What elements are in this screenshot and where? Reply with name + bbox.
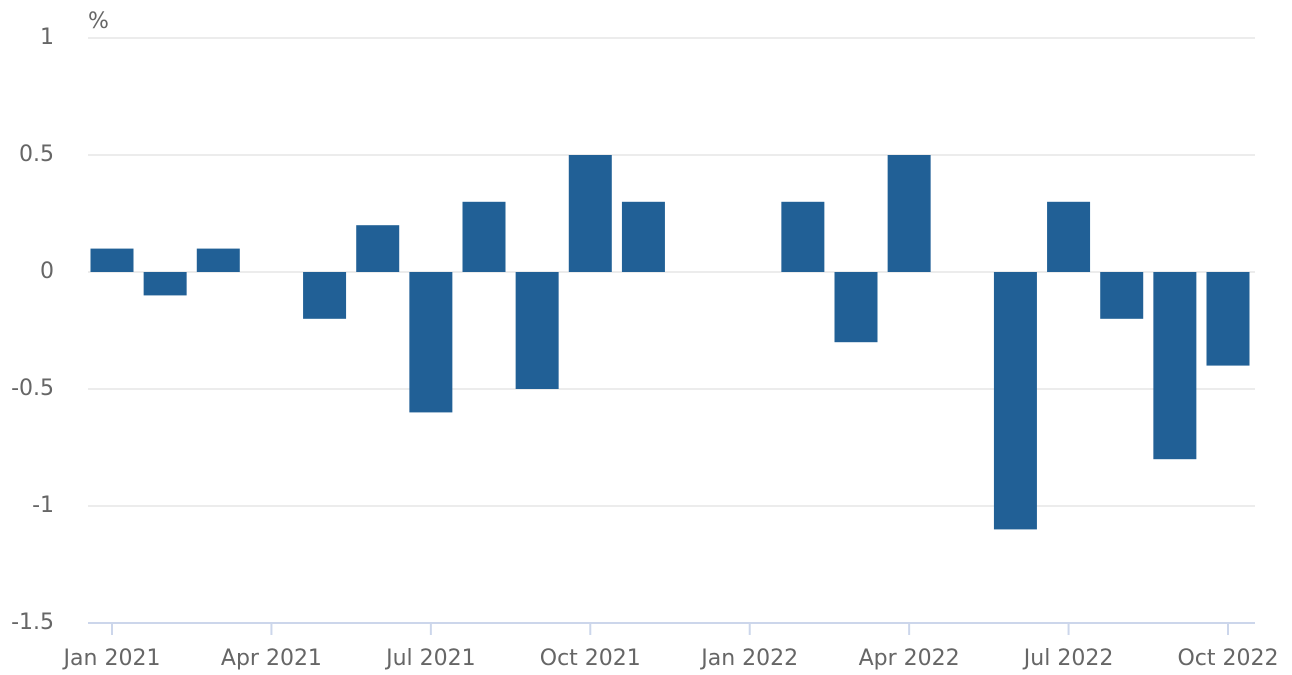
x-tick-label: Oct 2022 (1177, 646, 1278, 671)
y-tick-label: 0.5 (19, 142, 54, 167)
bar (834, 272, 878, 343)
x-tick-label: Oct 2021 (540, 646, 641, 671)
x-tick-label: Apr 2022 (859, 646, 960, 671)
y-tick-label: 0 (40, 259, 54, 284)
bar (1153, 272, 1197, 460)
y-tick-label: -1.5 (11, 610, 54, 635)
bar (568, 155, 612, 272)
bar (781, 201, 825, 272)
bar (993, 272, 1037, 530)
bar (303, 272, 347, 319)
bar (1047, 201, 1091, 272)
bar (515, 272, 559, 389)
y-tick-label: -0.5 (11, 376, 54, 401)
bar (356, 225, 400, 272)
bar (1206, 272, 1250, 366)
bar (1100, 272, 1144, 319)
bar (409, 272, 453, 413)
bar (462, 201, 506, 272)
y-tick-label: 1 (40, 25, 54, 50)
y-axis-label: % (88, 9, 109, 34)
x-tick-label: Jan 2021 (62, 646, 161, 671)
bar (143, 272, 187, 296)
bar (621, 201, 665, 272)
bar (887, 155, 931, 272)
x-tick-label: Jul 2021 (384, 646, 476, 671)
bar (196, 248, 240, 272)
bar (90, 248, 134, 272)
x-tick-label: Jan 2022 (699, 646, 798, 671)
x-tick-label: Apr 2021 (221, 646, 322, 671)
x-tick-label: Jul 2022 (1022, 646, 1114, 671)
y-tick-label: -1 (32, 493, 54, 518)
